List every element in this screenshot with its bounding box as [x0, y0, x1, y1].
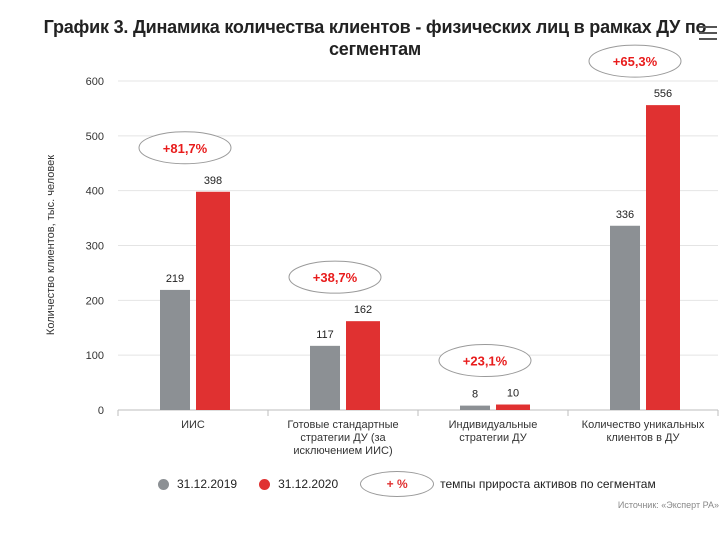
legend-item-2019[interactable]: 31.12.2019 — [158, 477, 237, 491]
legend-marker-2020 — [259, 478, 271, 490]
data-label: 336 — [616, 209, 634, 221]
menu-icon[interactable] — [699, 26, 717, 40]
growth-oval — [588, 44, 682, 78]
y-tick-label: 100 — [86, 350, 104, 362]
bar — [196, 191, 230, 410]
data-label: 162 — [354, 304, 372, 316]
growth-label: +81,7% — [163, 141, 208, 156]
bar — [610, 225, 640, 410]
bar — [160, 289, 190, 410]
data-label: 398 — [204, 175, 222, 187]
chart-title: График 3. Динамика количества клиентов -… — [43, 17, 707, 59]
legend-marker-2019 — [158, 478, 169, 490]
x-tick-label: ИИС — [181, 419, 205, 431]
y-tick-label: 600 — [86, 76, 104, 88]
y-axis-ticks: 0 100 200 300 400 500 600 — [86, 76, 104, 417]
x-tick-label: стратегии ДУ (за — [300, 432, 386, 444]
data-label: 117 — [316, 329, 334, 341]
y-axis-label: Количество клиентов, тыс. человек — [45, 155, 57, 335]
growth-label: +23,1% — [463, 354, 508, 369]
legend-label-growth: темпы прироста активов по сегментам — [440, 477, 656, 491]
growth-oval — [438, 344, 532, 378]
bar — [310, 345, 340, 410]
data-label: 219 — [166, 273, 184, 285]
growth-oval-icon: + % — [360, 471, 435, 497]
legend-item-growth: + % темпы прироста активов по сегментам — [360, 471, 656, 497]
x-tick-label: исключением ИИС) — [293, 445, 392, 457]
y-tick-label: 300 — [86, 241, 104, 253]
growth-label: +38,7% — [313, 270, 358, 285]
x-tick-label: стратегии ДУ — [459, 432, 527, 444]
bar — [496, 404, 530, 410]
x-tick-label: Готовые стандартные — [287, 419, 398, 431]
bars — [160, 105, 680, 411]
growth-label: +65,3% — [613, 54, 658, 69]
y-tick-label: 400 — [86, 186, 104, 198]
bar — [346, 321, 380, 410]
legend-label-2020: 31.12.2020 — [278, 477, 339, 491]
legend: 31.12.2019 31.12.2020 + % темпы прироста… — [158, 470, 678, 498]
data-labels: 219 398 117 162 8 10 336 556 — [166, 88, 672, 400]
y-tick-label: 0 — [98, 405, 104, 417]
bar — [460, 405, 490, 410]
x-tick-label: Индивидуальные — [449, 419, 538, 431]
growth-oval — [288, 260, 382, 294]
data-label: 8 — [472, 389, 478, 401]
data-label: 556 — [654, 88, 672, 100]
growth-annotations: +81,7% +38,7% +23,1% +65,3% — [138, 44, 682, 378]
legend-item-2020[interactable]: 31.12.2020 — [259, 477, 338, 491]
source-note: Источник: «Эксперт РА» — [617, 500, 719, 510]
data-label: 10 — [507, 388, 519, 400]
legend-label-2019: 31.12.2019 — [177, 477, 238, 491]
y-tick-label: 200 — [86, 295, 104, 307]
x-tick-label: Количество уникальных — [582, 419, 705, 431]
bar — [646, 105, 680, 411]
x-tick-label: клиентов в ДУ — [606, 432, 680, 444]
y-tick-label: 500 — [86, 131, 104, 143]
growth-oval — [138, 131, 232, 165]
